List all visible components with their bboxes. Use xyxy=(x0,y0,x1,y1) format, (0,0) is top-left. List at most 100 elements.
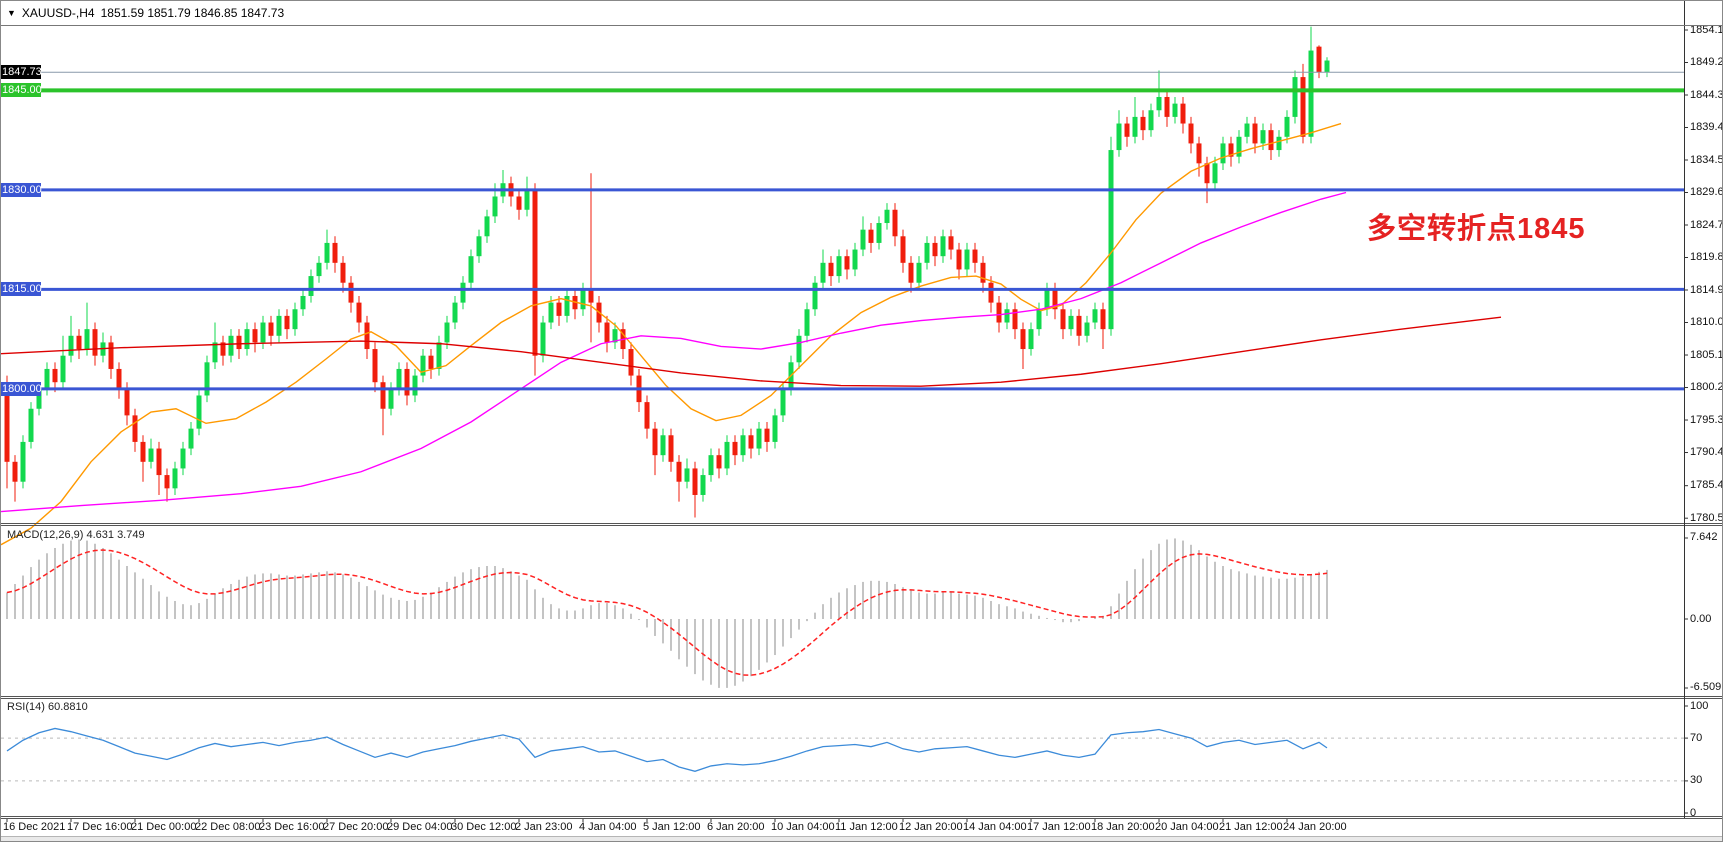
candle-body xyxy=(1156,96,1162,111)
collapse-subwindow-icon[interactable]: ▼ xyxy=(7,8,16,18)
rsi-line xyxy=(6,727,1328,772)
candle-body xyxy=(828,262,834,277)
candle-body xyxy=(372,349,378,383)
time-axis-label: 14 Jan 04:00 xyxy=(963,821,1027,833)
candle-body xyxy=(692,468,698,495)
price-level-box: 1845.00 xyxy=(1,83,42,98)
candle-body xyxy=(28,408,34,442)
rsi-tick-label: 30 xyxy=(1690,774,1703,787)
candle-body xyxy=(316,262,322,277)
time-axis-label: 23 Dec 16:00 xyxy=(259,821,325,833)
current-price-box: 1847.73 xyxy=(1,65,42,80)
candle-body xyxy=(196,395,202,429)
candle-body xyxy=(900,236,906,263)
candle-body xyxy=(796,335,802,363)
candle-body xyxy=(1252,123,1258,144)
candle-body xyxy=(1068,315,1074,330)
candle-body xyxy=(364,322,370,350)
price-level-box: 1815.00 xyxy=(1,282,42,297)
time-axis-label: 29 Dec 04:00 xyxy=(387,821,453,833)
candle-body xyxy=(1052,289,1058,310)
candle-body xyxy=(124,388,130,416)
ohlc-values: 1851.59 1851.79 1846.85 1847.73 xyxy=(100,6,285,20)
candle-body xyxy=(676,461,682,482)
rsi-tick-label: 70 xyxy=(1690,731,1703,744)
candle-body xyxy=(1084,322,1090,336)
candle-body xyxy=(948,236,954,250)
candle-body xyxy=(348,282,354,303)
candle-body xyxy=(44,368,50,389)
candle-body xyxy=(588,289,594,303)
macd-tick-label: -6.509 xyxy=(1690,681,1722,694)
candle-body xyxy=(276,315,282,336)
candle-body xyxy=(668,435,674,462)
candle-body xyxy=(404,368,410,396)
candle-body xyxy=(1020,329,1026,350)
time-axis-label: 21 Jan 12:00 xyxy=(1219,821,1283,833)
candle-body xyxy=(444,322,450,343)
candle-body xyxy=(140,441,146,462)
macd-tick-label: 7.642 xyxy=(1690,531,1718,544)
candle-body xyxy=(1196,143,1202,164)
candle-body xyxy=(532,189,538,356)
candle-body xyxy=(412,375,418,396)
candle-body xyxy=(780,388,786,416)
candle-body xyxy=(1324,60,1330,73)
candle-body xyxy=(812,282,818,310)
price-tick-label: 1819.80 xyxy=(1690,251,1722,263)
price-tick-label: 1785.40 xyxy=(1690,479,1722,492)
candle-body xyxy=(332,242,338,263)
candle-body xyxy=(324,242,330,263)
candle-body xyxy=(884,209,890,224)
candle-body xyxy=(772,415,778,442)
candle-body xyxy=(932,242,938,257)
candle-body xyxy=(1220,143,1226,164)
candle-body xyxy=(1124,123,1130,137)
macd-name: MACD(12,26,9) xyxy=(7,529,84,541)
price-tick-label: 1849.20 xyxy=(1690,56,1722,68)
rsi-indicator-label: RSI(14) 60.8810 xyxy=(7,701,88,713)
candle-body xyxy=(1148,110,1154,131)
candle-body xyxy=(260,322,266,343)
candle-body xyxy=(188,428,194,449)
candle-body xyxy=(1012,309,1018,330)
candle-body xyxy=(460,282,466,303)
chart-title-bar: ▼ XAUUSD-,H4 1851.59 1851.79 1846.85 184… xyxy=(1,1,1722,26)
candle-body xyxy=(756,428,762,449)
candle-body xyxy=(612,329,618,343)
price-tick-label: 1780.50 xyxy=(1690,511,1722,524)
time-axis-label: 20 Jan 04:00 xyxy=(1155,821,1219,833)
candle-body xyxy=(1060,309,1066,330)
candle-body xyxy=(852,249,858,270)
rsi-tick-label: 100 xyxy=(1690,699,1709,712)
time-axis-label: 2 Jan 23:00 xyxy=(515,821,573,833)
candle-body xyxy=(732,441,738,456)
candle-body xyxy=(516,196,522,210)
candle-body xyxy=(908,262,914,283)
candle-body xyxy=(1244,123,1250,137)
candle-body xyxy=(996,302,1002,323)
macd-indicator-label: MACD(12,26,9) 4.631 3.749 xyxy=(7,529,145,541)
candle-body xyxy=(244,329,250,350)
bottom-scroll-strip[interactable] xyxy=(1,836,1722,841)
candle-body xyxy=(420,355,426,376)
candle-body xyxy=(468,256,474,283)
macd-tick-label: 0.00 xyxy=(1690,612,1712,625)
price-tick-label: 1829.60 xyxy=(1690,186,1722,198)
candle-body xyxy=(388,388,394,409)
annotation-text[interactable]: 多空转折点1845 xyxy=(1367,213,1586,245)
candle-body xyxy=(12,461,18,482)
macd-values: 4.631 3.749 xyxy=(86,529,145,541)
candle-body xyxy=(524,189,530,210)
candle-body xyxy=(1236,136,1242,157)
rsi-name: RSI(14) xyxy=(7,701,45,713)
candle-body xyxy=(708,455,714,476)
candle-body xyxy=(396,368,402,389)
candle-body xyxy=(1132,116,1138,137)
candle-body xyxy=(76,335,82,350)
candle-body xyxy=(820,262,826,283)
time-axis-label: 17 Dec 16:00 xyxy=(67,821,133,833)
candle-body xyxy=(764,428,770,442)
candle-body xyxy=(916,262,922,283)
